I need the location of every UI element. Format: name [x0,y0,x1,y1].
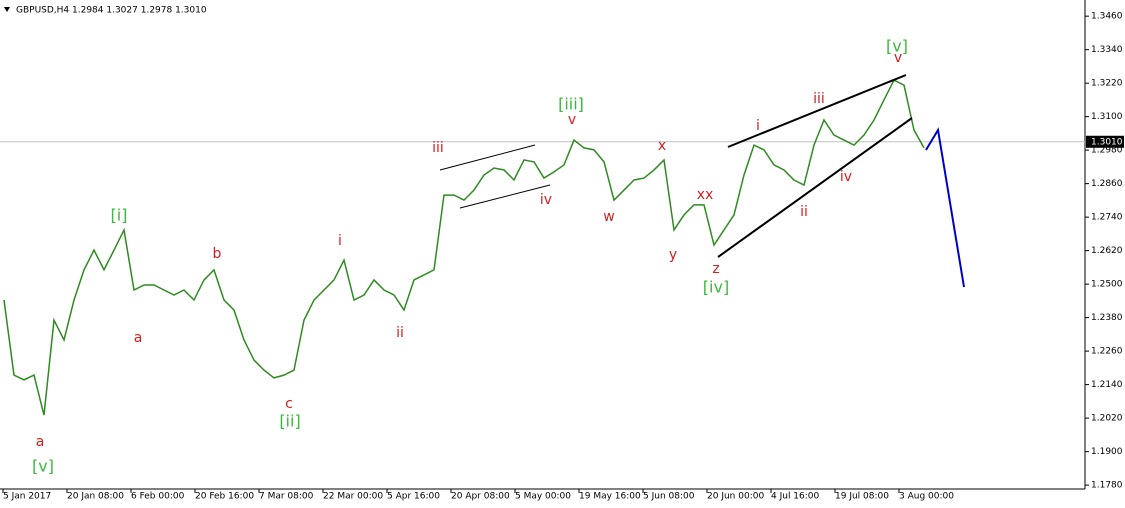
wave-label: ii [800,204,808,220]
y-tick-label: 1.3100 [1091,112,1123,122]
wave-label: [ii] [279,412,300,431]
y-tick-label: 1.2860 [1091,179,1123,189]
x-tick-label: 5 Jun 08:00 [643,492,695,502]
wave-label: y [669,247,677,263]
wave-label: [v] [886,37,908,56]
y-tick-label: 1.1780 [1091,481,1123,491]
wave-label: v [568,112,576,128]
wave-label: ii [396,325,404,341]
y-tick-label: 1.2380 [1091,313,1123,323]
x-tick-label: 7 Mar 08:00 [259,492,314,502]
y-tick-label: 1.2980 [1091,146,1123,156]
x-tick-label: 19 May 16:00 [579,492,641,502]
wave-label: iii [432,140,444,156]
projection [925,127,965,288]
y-tick-label: 1.1900 [1091,447,1123,457]
x-tick-label: 3 Aug 00:00 [899,492,954,502]
y-tick-label: 1.2620 [1091,246,1123,256]
x-tick-label: 4 Jul 16:00 [771,492,820,502]
x-tick-label: 20 Jan 08:00 [67,492,124,502]
wave-labels: [v] [i] [ii] [iii] [iv] [v] a a b c i ii… [32,37,908,476]
wave-label: xx [697,187,714,203]
wave-label: a [134,330,143,346]
menu-arrow[interactable] [4,7,10,12]
x-tick-label: 19 Jul 08:00 [835,492,889,502]
x-tick-label: 5 Apr 16:00 [387,492,440,502]
wave-label: x [658,138,666,154]
x-tick-label: 6 Feb 00:00 [131,492,185,502]
chart-title: GBPUSD,H4 1.2984 1.3027 1.2978 1.3010 [16,6,207,16]
wave-label: [i] [111,206,128,225]
wave-label: v [894,50,902,66]
wave-label: z [712,261,719,277]
wave-label: iii [813,91,825,107]
y-tick-label: 1.2500 [1091,280,1123,290]
y-tick-label: 1.2020 [1091,414,1123,424]
wedge-line [727,74,907,148]
price-label: 1.3010 [1091,137,1123,147]
y-tick-label: 1.2140 [1091,380,1123,390]
price-line-series [3,79,925,416]
wave-label: [iv] [703,278,729,297]
x-tick-label: 20 Apr 08:00 [451,492,510,502]
wave-label: i [756,118,760,134]
x-tick-label: 20 Jun 00:00 [707,492,764,502]
wave-label: i [338,233,342,249]
wedge-line [717,117,913,258]
channel-line [439,144,536,171]
y-tick-label: 1.3340 [1091,45,1123,55]
y-tick-label: 1.2740 [1091,213,1123,223]
wave-label: w [603,209,614,225]
wave-label: [iii] [558,95,584,114]
price-box [1086,135,1124,148]
wave-label: c [285,396,293,412]
wave-label: [v] [32,457,54,476]
x-tick-label: 22 Mar 00:00 [323,492,383,502]
wave-label: a [36,434,45,450]
channel-line [459,184,551,209]
y-tick-label: 1.3460 [1091,12,1123,22]
y-tick-label: 1.3220 [1091,79,1123,89]
x-tick-label: 5 Jan 2017 [3,492,51,502]
x-tick-label: 20 Feb 16:00 [195,492,254,502]
wave-label: iv [540,192,552,208]
y-tick-label: 1.2260 [1091,347,1123,357]
wave-label: b [213,246,222,262]
wave-label: iv [840,169,852,185]
x-tick-label: 5 May 00:00 [515,492,571,502]
drawings [439,74,965,288]
